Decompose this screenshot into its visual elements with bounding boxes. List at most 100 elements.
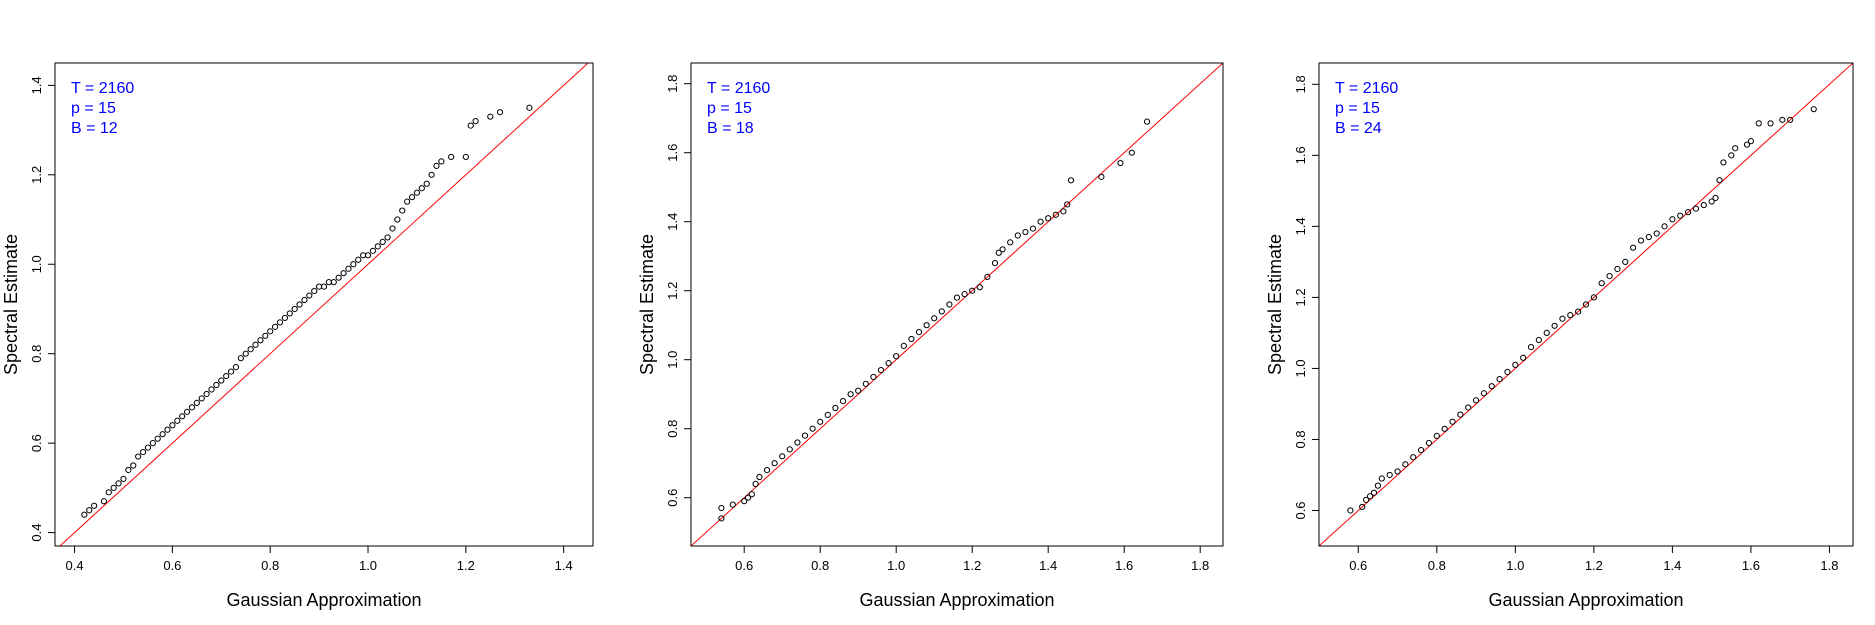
data-point: [179, 413, 186, 420]
x-tick-label: 1.6: [1742, 558, 1760, 573]
data-point: [86, 507, 93, 514]
data-point: [1543, 329, 1550, 337]
y-tick-label: 1.2: [665, 282, 680, 300]
plot-frame: [54, 62, 594, 547]
data-point: [193, 399, 200, 406]
data-point: [1488, 383, 1495, 390]
data-point: [467, 122, 474, 129]
x-tick-label: 1.4: [1663, 558, 1681, 573]
data-point: [1787, 116, 1794, 123]
data-point: [188, 404, 196, 411]
data-point: [900, 342, 907, 349]
data-point: [1716, 177, 1723, 184]
data-point: [1559, 315, 1566, 322]
data-point: [227, 368, 235, 375]
annotation-text: p = 15: [1335, 100, 1380, 117]
data-point: [893, 353, 900, 360]
data-point: [923, 322, 930, 329]
data-point: [413, 189, 421, 196]
data-point: [110, 484, 117, 491]
x-tick-label: 0.6: [735, 558, 753, 573]
data-point: [286, 310, 293, 317]
data-point: [946, 301, 953, 308]
y-tick-label: 0.6: [29, 434, 44, 452]
y-tick-label: 1.0: [29, 255, 44, 273]
data-point: [340, 270, 347, 277]
x-axis-label: Gaussian Approximation: [1488, 590, 1683, 610]
data-point: [355, 256, 362, 263]
data-point: [1374, 482, 1381, 489]
data-point: [1747, 138, 1755, 145]
data-point: [164, 426, 171, 433]
data-point: [1378, 475, 1385, 482]
data-point: [296, 301, 303, 308]
data-point: [120, 475, 127, 483]
data-point: [1370, 489, 1378, 496]
x-tick-label: 1.6: [1115, 558, 1133, 573]
y-tick-label: 0.6: [1293, 501, 1308, 519]
data-point: [953, 294, 961, 301]
data-point: [1708, 198, 1715, 205]
data-point: [183, 408, 191, 415]
data-point: [159, 431, 166, 438]
annotation-text: T = 2160: [707, 80, 770, 97]
data-point: [1590, 294, 1597, 301]
data-point: [1496, 375, 1503, 383]
data-point: [462, 153, 469, 161]
data-point: [1684, 209, 1692, 216]
data-point: [1677, 212, 1684, 219]
x-tick-label: 1.0: [1506, 558, 1524, 573]
data-point: [408, 194, 416, 201]
data-point: [718, 515, 725, 522]
x-tick-label: 0.8: [811, 558, 829, 573]
data-point: [311, 287, 318, 295]
data-point: [526, 104, 533, 111]
data-point: [1535, 336, 1542, 344]
data-point: [130, 462, 137, 469]
data-point: [1425, 439, 1433, 447]
x-tick-label: 0.4: [66, 558, 84, 573]
data-point: [418, 185, 425, 192]
data-point: [1045, 215, 1052, 222]
data-point: [472, 118, 479, 125]
data-points: [1347, 106, 1817, 514]
data-point: [1029, 225, 1037, 232]
data-point: [335, 274, 342, 281]
data-point: [257, 337, 264, 344]
data-point: [1465, 404, 1472, 411]
data-point: [1728, 152, 1735, 159]
data-point: [404, 198, 411, 205]
data-point: [169, 422, 176, 429]
data-point: [1402, 461, 1409, 468]
y-tick-label: 1.2: [29, 166, 44, 184]
data-point: [1551, 322, 1558, 329]
data-point: [1779, 116, 1786, 123]
data-point: [1441, 425, 1448, 432]
data-point: [1567, 312, 1574, 319]
data-point: [320, 283, 328, 290]
y-tick-label: 0.8: [29, 345, 44, 363]
x-tick-label: 1.4: [1039, 558, 1057, 573]
x-tick-label: 1.2: [457, 558, 475, 573]
data-point: [984, 273, 991, 280]
data-point: [448, 153, 455, 161]
data-point: [1098, 173, 1105, 180]
data-point: [1732, 145, 1739, 152]
data-point: [125, 466, 132, 474]
data-point: [1622, 258, 1629, 265]
data-point: [1743, 141, 1751, 148]
data-point: [1060, 208, 1067, 215]
data-point: [1527, 344, 1535, 351]
x-axis-label: Gaussian Approximation: [859, 590, 1054, 610]
data-point: [115, 480, 122, 487]
data-point: [237, 355, 244, 362]
data-point: [105, 489, 112, 496]
data-point: [1347, 507, 1354, 514]
data-point: [1606, 272, 1613, 280]
y-tick-label: 1.6: [665, 144, 680, 162]
data-point: [908, 335, 915, 343]
data-point: [139, 448, 147, 456]
data-point: [1598, 280, 1605, 287]
data-point: [496, 109, 504, 116]
